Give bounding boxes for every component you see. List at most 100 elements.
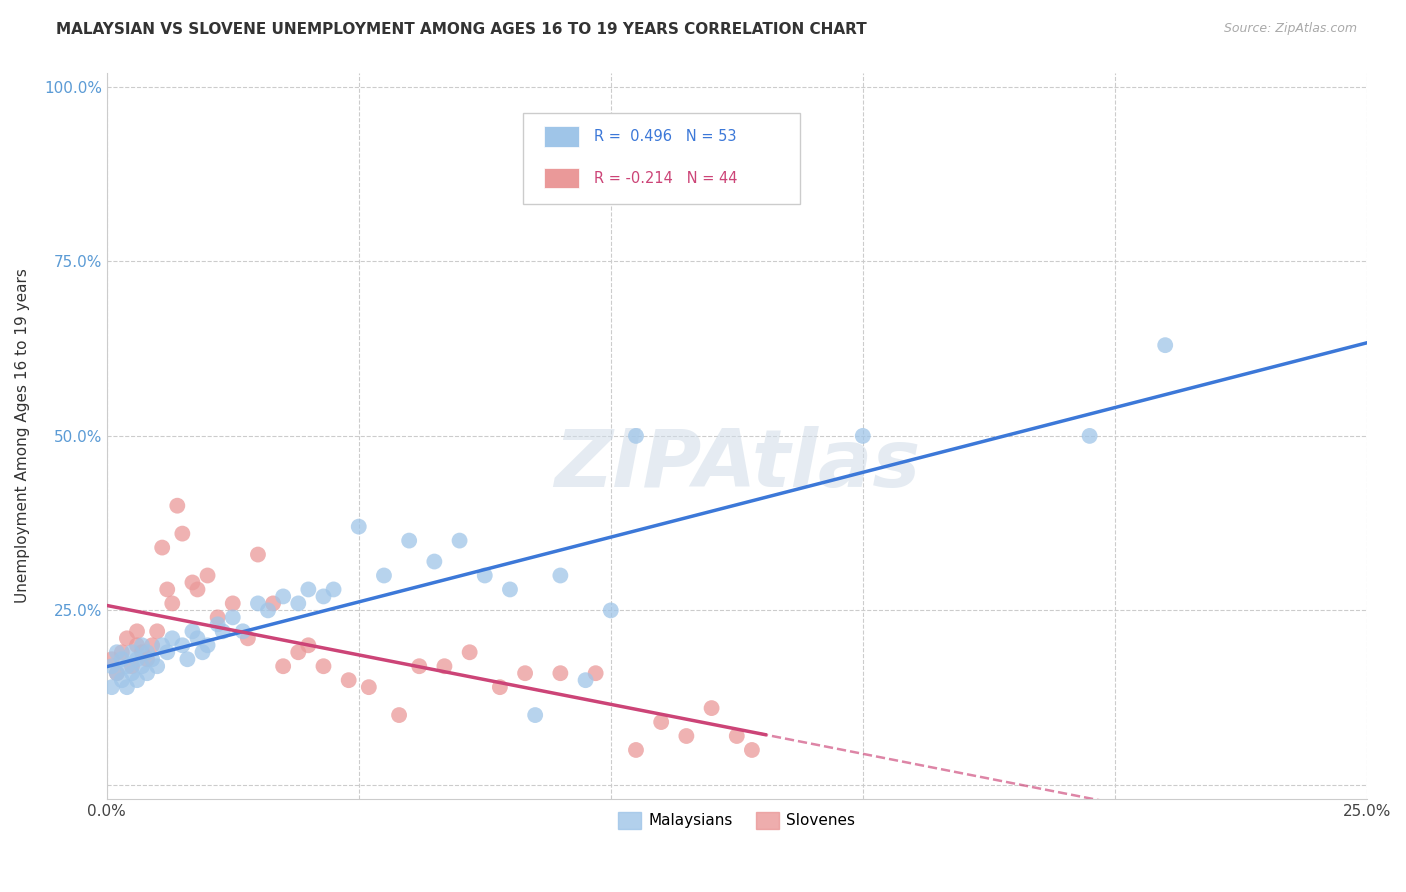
- Point: [458, 645, 481, 659]
- Point: [675, 729, 697, 743]
- Point: [197, 568, 219, 582]
- Point: [499, 582, 522, 597]
- Point: [222, 596, 245, 610]
- Point: [125, 673, 148, 688]
- Point: [357, 680, 380, 694]
- Point: [433, 659, 456, 673]
- Point: [852, 429, 875, 443]
- Point: [624, 743, 647, 757]
- Point: [186, 582, 208, 597]
- Point: [101, 652, 124, 666]
- Point: [550, 568, 572, 582]
- Point: [181, 575, 204, 590]
- Point: [111, 645, 134, 659]
- Point: [524, 708, 547, 723]
- Point: [236, 632, 259, 646]
- Point: [725, 729, 748, 743]
- Point: [136, 652, 159, 666]
- Point: [105, 666, 128, 681]
- Point: [166, 499, 188, 513]
- Point: [1078, 429, 1101, 443]
- Point: [105, 666, 128, 681]
- Point: [287, 645, 309, 659]
- Point: [146, 624, 169, 639]
- Point: [449, 533, 471, 548]
- Point: [101, 659, 124, 673]
- Point: [197, 638, 219, 652]
- Point: [115, 632, 138, 646]
- Point: [312, 659, 335, 673]
- Point: [131, 645, 153, 659]
- Point: [222, 610, 245, 624]
- Point: [150, 638, 173, 652]
- Point: [121, 659, 143, 673]
- Point: [322, 582, 344, 597]
- Point: [297, 638, 319, 652]
- Point: [489, 680, 512, 694]
- Point: [312, 590, 335, 604]
- Point: [271, 659, 294, 673]
- Point: [121, 666, 143, 681]
- Point: [136, 645, 159, 659]
- Text: ZIPAtlas: ZIPAtlas: [554, 426, 920, 504]
- Point: [105, 645, 128, 659]
- Point: [232, 624, 254, 639]
- Point: [574, 673, 596, 688]
- Point: [115, 659, 138, 673]
- Point: [101, 680, 124, 694]
- Point: [347, 519, 370, 533]
- Point: [125, 624, 148, 639]
- Point: [131, 659, 153, 673]
- Point: [121, 645, 143, 659]
- Point: [246, 548, 269, 562]
- Point: [599, 603, 621, 617]
- Point: [131, 638, 153, 652]
- Point: [172, 526, 194, 541]
- Point: [141, 638, 163, 652]
- Text: MALAYSIAN VS SLOVENE UNEMPLOYMENT AMONG AGES 16 TO 19 YEARS CORRELATION CHART: MALAYSIAN VS SLOVENE UNEMPLOYMENT AMONG …: [56, 22, 868, 37]
- Point: [650, 714, 672, 729]
- FancyBboxPatch shape: [523, 113, 800, 203]
- Point: [191, 645, 214, 659]
- Point: [150, 541, 173, 555]
- Point: [388, 708, 411, 723]
- Point: [125, 652, 148, 666]
- Point: [186, 632, 208, 646]
- Point: [111, 652, 134, 666]
- Text: Source: ZipAtlas.com: Source: ZipAtlas.com: [1223, 22, 1357, 36]
- Point: [550, 666, 572, 681]
- Point: [408, 659, 430, 673]
- Point: [156, 582, 179, 597]
- Point: [181, 624, 204, 639]
- Point: [162, 632, 184, 646]
- Text: R =  0.496   N = 53: R = 0.496 N = 53: [595, 129, 737, 144]
- Point: [262, 596, 284, 610]
- Text: R = -0.214   N = 44: R = -0.214 N = 44: [595, 170, 738, 186]
- Point: [141, 652, 163, 666]
- Point: [337, 673, 360, 688]
- Point: [246, 596, 269, 610]
- Point: [271, 590, 294, 604]
- Point: [700, 701, 723, 715]
- Point: [207, 617, 229, 632]
- Y-axis label: Unemployment Among Ages 16 to 19 years: Unemployment Among Ages 16 to 19 years: [15, 268, 30, 603]
- Point: [211, 624, 233, 639]
- Point: [115, 680, 138, 694]
- Point: [474, 568, 496, 582]
- Point: [136, 666, 159, 681]
- Point: [373, 568, 395, 582]
- Point: [585, 666, 607, 681]
- Legend: Malaysians, Slovenes: Malaysians, Slovenes: [612, 805, 862, 835]
- Point: [423, 555, 446, 569]
- Point: [297, 582, 319, 597]
- Point: [156, 645, 179, 659]
- Point: [624, 429, 647, 443]
- FancyBboxPatch shape: [544, 127, 579, 146]
- Point: [207, 610, 229, 624]
- Point: [741, 743, 763, 757]
- Point: [398, 533, 420, 548]
- Point: [287, 596, 309, 610]
- Point: [176, 652, 198, 666]
- Point: [125, 638, 148, 652]
- Point: [257, 603, 280, 617]
